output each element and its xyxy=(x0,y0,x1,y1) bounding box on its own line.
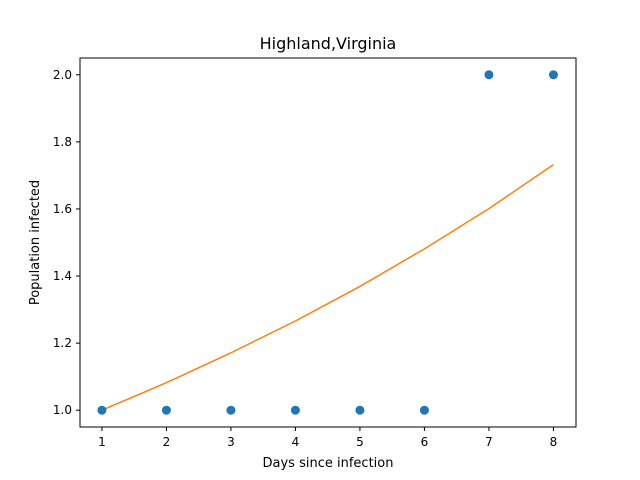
x-tick-label: 1 xyxy=(98,435,106,449)
x-tick-label: 5 xyxy=(356,435,364,449)
y-tick-label: 1.0 xyxy=(53,403,72,417)
x-tick-label: 6 xyxy=(421,435,429,449)
fit-line xyxy=(101,164,554,411)
y-axis-label: Population infected xyxy=(28,180,43,305)
data-point xyxy=(161,405,171,415)
x-tick-label: 4 xyxy=(292,435,300,449)
x-tick-label: 3 xyxy=(227,435,235,449)
y-tick-label: 1.6 xyxy=(53,202,72,216)
x-tick-label: 2 xyxy=(163,435,171,449)
data-point xyxy=(419,405,429,415)
y-tick-label: 1.8 xyxy=(53,135,72,149)
data-point xyxy=(290,405,300,415)
plot-area xyxy=(97,70,558,415)
data-point xyxy=(548,70,558,80)
y-tick-label: 1.4 xyxy=(53,269,72,283)
chart-title: Highland,Virginia xyxy=(260,34,397,53)
x-tick-label: 7 xyxy=(485,435,493,449)
data-point xyxy=(226,405,236,415)
y-axis: 1.0 1.2 1.4 1.6 1.8 2.0 xyxy=(53,68,80,417)
data-point xyxy=(484,70,494,80)
data-point xyxy=(97,405,107,415)
x-tick-label: 8 xyxy=(550,435,558,449)
y-tick-label: 2.0 xyxy=(53,68,72,82)
x-axis-label: Days since infection xyxy=(263,456,394,471)
data-point xyxy=(355,405,365,415)
axes-frame xyxy=(79,57,577,428)
y-tick-label: 1.2 xyxy=(53,336,72,350)
x-axis: 1 2 3 4 5 6 7 8 xyxy=(98,427,557,449)
